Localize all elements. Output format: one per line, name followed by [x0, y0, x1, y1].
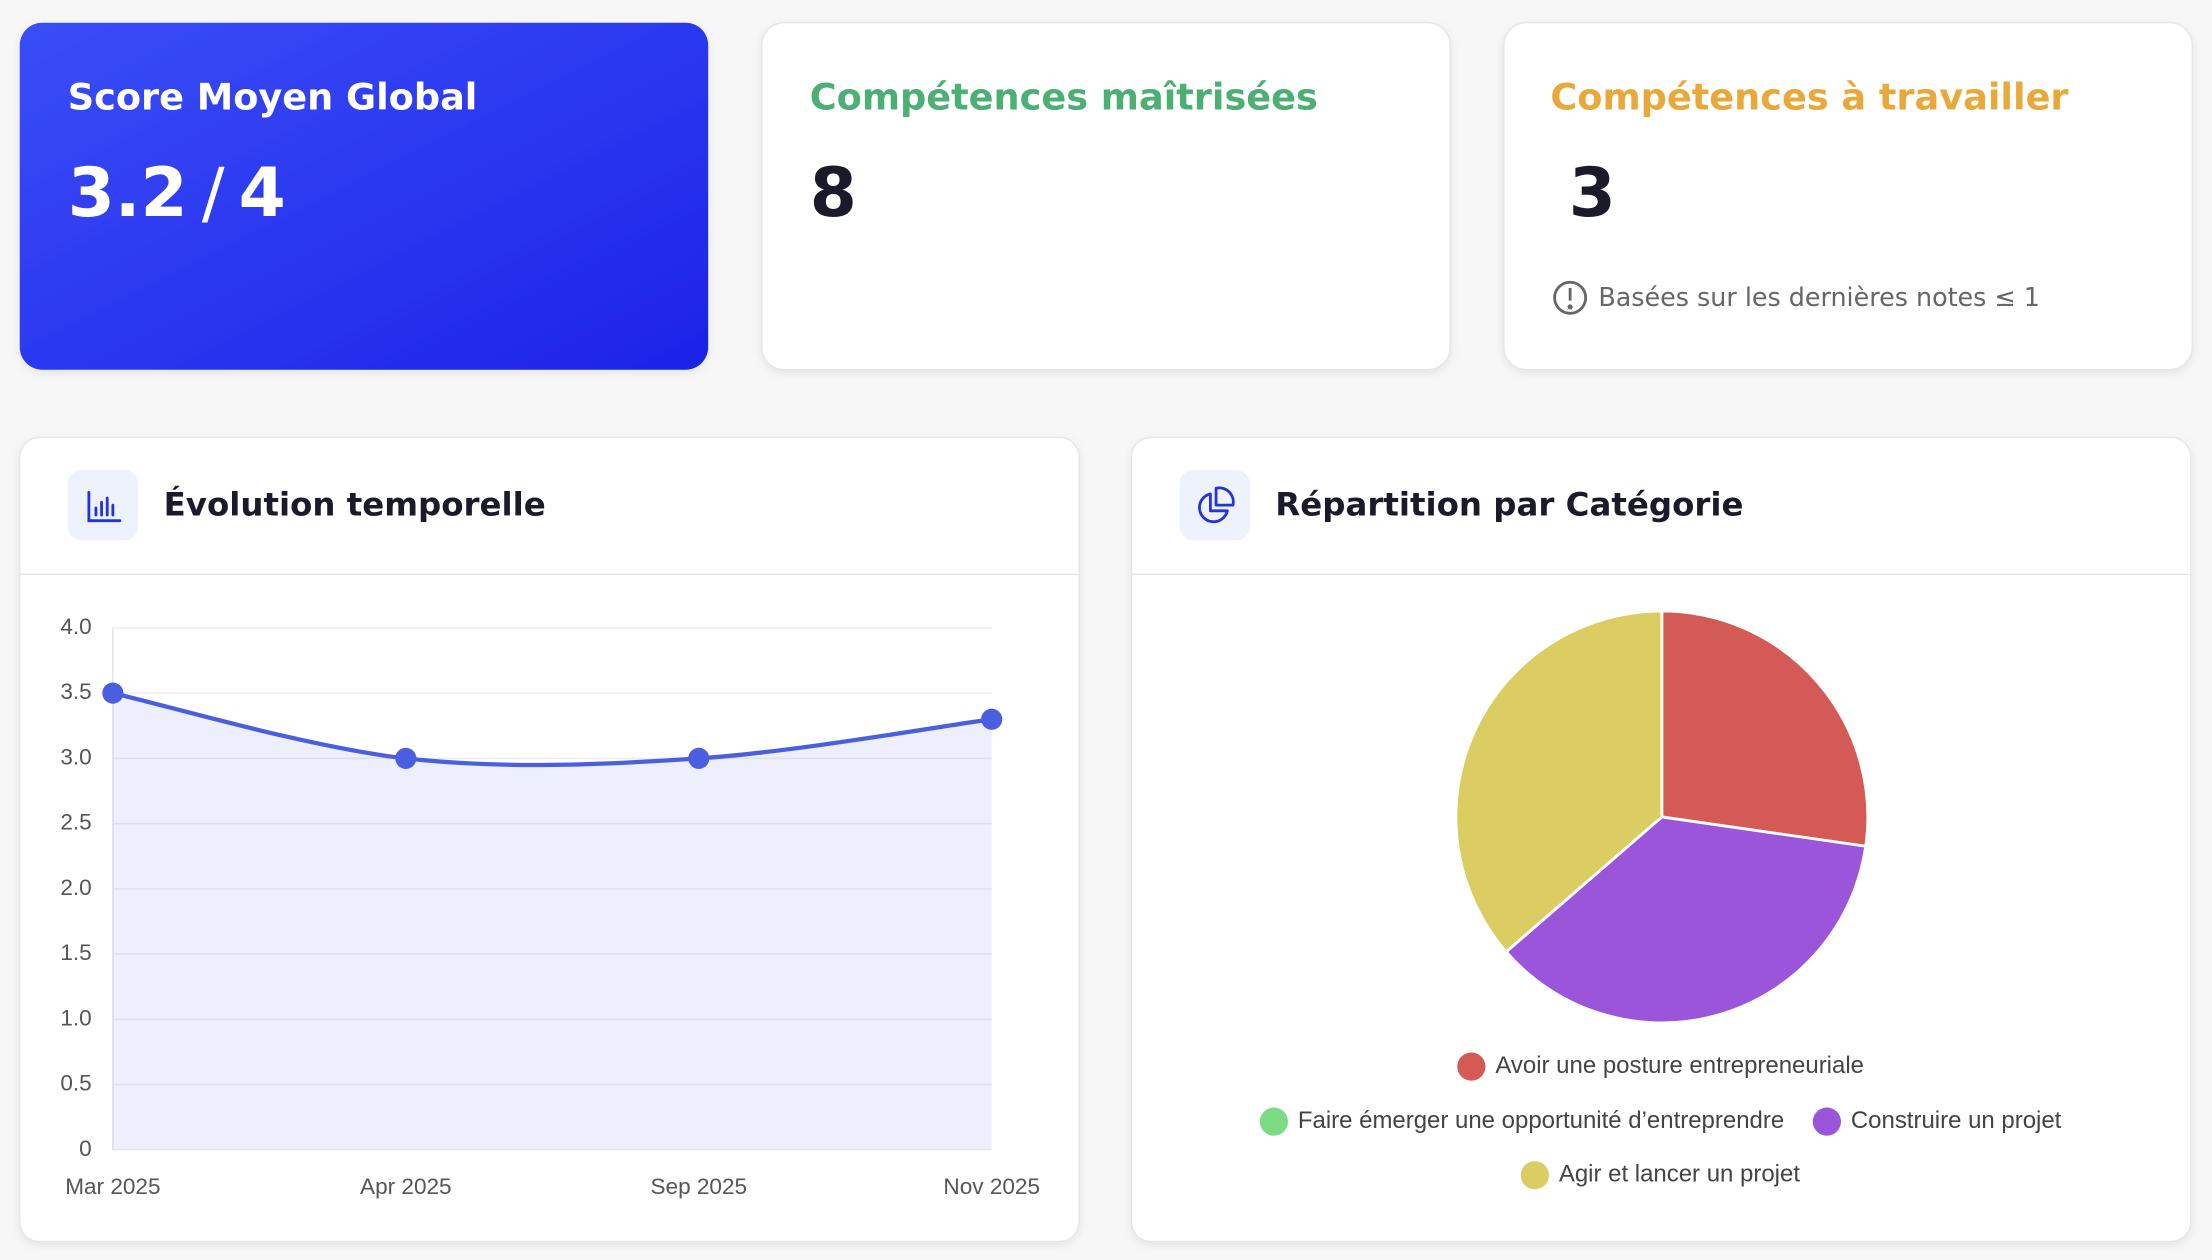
- point: [395, 747, 417, 769]
- card-title: Compétences maîtrisées: [810, 75, 1318, 118]
- pie-slice: [1454, 609, 1664, 954]
- line-panel: [19, 436, 1080, 1243]
- bar-icon: [87, 491, 122, 523]
- info-icon: [1553, 280, 1588, 315]
- area: [112, 693, 992, 1150]
- x-tick-label: Nov 2025: [943, 1174, 1040, 1199]
- y-tick-label: 2.0: [60, 875, 91, 900]
- to-work-card: [1503, 21, 2193, 371]
- panel-title: Répartition par Catégorie: [1275, 486, 1743, 524]
- card-title: Score Moyen Global: [68, 75, 478, 118]
- y-tick-label: 1.0: [60, 1005, 91, 1030]
- y-tick-label: 1.5: [60, 940, 91, 965]
- y-tick-label: 4.0: [60, 614, 91, 639]
- y-tick-label: 3.5: [60, 679, 91, 704]
- panel-title: Évolution temporelle: [164, 486, 546, 524]
- pie-slice: [1504, 815, 1868, 1025]
- point: [102, 682, 124, 704]
- pie-icon: [1198, 486, 1235, 524]
- line: [112, 691, 993, 768]
- legend-label: Agir et lancer un projet: [1559, 1161, 1800, 1188]
- y-tick-label: 2.5: [60, 810, 91, 835]
- legend-label: Avoir une posture entrepreneuriale: [1495, 1052, 1864, 1079]
- card-value: 8: [810, 153, 857, 232]
- card-max: 4: [239, 153, 286, 232]
- score-card: [19, 22, 709, 370]
- card-value: 3.2: [68, 153, 188, 232]
- y-tick-label: 3.0: [60, 744, 91, 769]
- mastered-card: [761, 21, 1451, 371]
- card-note: Basées sur les dernières notes ≤ 1: [1598, 282, 2040, 312]
- legend-swatch: [1520, 1161, 1549, 1190]
- card-value: 3: [1569, 153, 1616, 232]
- y-tick-label: 0: [79, 1136, 92, 1161]
- legend-label: Construire un projet: [1851, 1107, 2062, 1134]
- point: [981, 708, 1003, 730]
- y-tick-label: 0.5: [60, 1071, 91, 1096]
- legend-swatch: [1259, 1107, 1288, 1136]
- card-title: Compétences à travailler: [1550, 75, 2068, 118]
- legend-swatch: [1457, 1052, 1486, 1081]
- legend-label: Faire émerger une opportunité d’entrepre…: [1298, 1107, 1784, 1134]
- pie-slice: [1660, 609, 1870, 848]
- x-tick-label: Sep 2025: [650, 1174, 747, 1199]
- x-tick-label: Apr 2025: [360, 1174, 452, 1199]
- x-tick-label: Mar 2025: [65, 1174, 160, 1199]
- legend-swatch: [1812, 1107, 1841, 1136]
- point: [688, 747, 710, 769]
- card-separator: /: [202, 153, 225, 232]
